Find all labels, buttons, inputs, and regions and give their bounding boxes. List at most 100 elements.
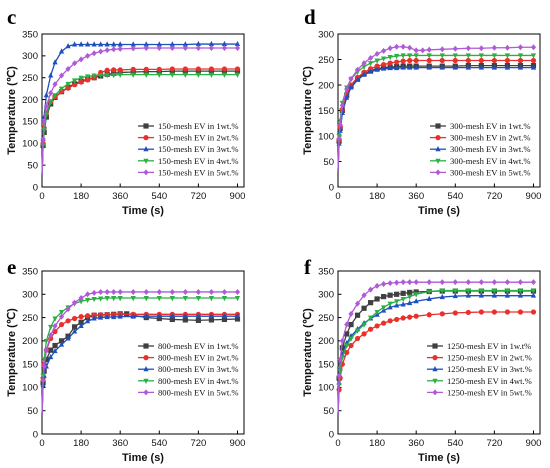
data-point xyxy=(504,309,511,315)
data-point xyxy=(130,45,136,52)
data-point xyxy=(234,72,241,78)
data-point xyxy=(182,317,188,323)
y-axis-label: Temperature (℃) xyxy=(302,308,314,397)
data-point xyxy=(52,59,58,65)
x-axis-label: Time (s) xyxy=(418,452,460,464)
data-point xyxy=(517,53,524,59)
data-point xyxy=(221,66,228,72)
legend-marker xyxy=(432,389,438,396)
data-point xyxy=(337,356,343,363)
chart-panel-f: f 0 50 100 150 200 250 300 350 0 180 360 540 720 900 Ti… xyxy=(302,255,541,464)
y-tick-label: 350 xyxy=(22,266,38,277)
data-point xyxy=(407,299,413,306)
chart-panel-e: e 0 50 100 150 200 250 300 350 0 180 360 540 720 900 Ti… xyxy=(6,255,245,464)
data-point xyxy=(413,289,419,295)
y-tick-label: 0 xyxy=(329,429,334,440)
y-tick-label: 100 xyxy=(318,383,334,394)
y-tick-label: 250 xyxy=(318,313,334,324)
y-tick-label: 50 xyxy=(323,157,334,168)
data-point xyxy=(504,288,511,294)
data-point xyxy=(348,310,354,317)
data-point xyxy=(85,318,91,324)
chart-panel-c: c 0 50 100 150 200 250 300 350 0 180 360 540 720 900 Ti… xyxy=(6,5,245,217)
data-point xyxy=(452,279,458,286)
data-point xyxy=(394,316,400,323)
data-point xyxy=(374,58,380,64)
data-point xyxy=(104,288,110,295)
legend-label: 1250-mesh EV in 5wt.% xyxy=(447,387,532,397)
data-point xyxy=(48,99,54,105)
data-point xyxy=(361,292,367,299)
data-point xyxy=(465,45,471,52)
data-point xyxy=(413,53,419,59)
data-point xyxy=(182,72,188,78)
data-point xyxy=(182,44,188,51)
plot-frame xyxy=(41,270,245,435)
data-point xyxy=(143,72,149,78)
series-5 xyxy=(40,44,241,177)
data-point xyxy=(439,64,445,70)
x-tick-label: 180 xyxy=(73,191,89,202)
legend-marker xyxy=(143,146,149,152)
data-point xyxy=(52,316,58,322)
data-point xyxy=(394,302,400,308)
data-point xyxy=(354,335,361,342)
data-point xyxy=(91,41,97,47)
data-point xyxy=(530,292,537,298)
data-point xyxy=(394,59,400,65)
data-point xyxy=(52,347,58,354)
data-point xyxy=(452,45,458,52)
y-tick-label: 150 xyxy=(318,359,334,370)
data-point xyxy=(104,41,110,47)
data-point xyxy=(234,288,241,295)
data-point xyxy=(182,41,188,47)
data-point xyxy=(208,66,215,72)
data-point xyxy=(530,279,537,286)
data-point xyxy=(361,322,367,328)
data-point xyxy=(413,57,419,64)
data-point xyxy=(439,293,445,300)
x-tick-label: 0 xyxy=(39,191,44,202)
legend-marker xyxy=(143,158,149,164)
data-point xyxy=(491,279,497,286)
data-point xyxy=(344,331,350,337)
data-point xyxy=(530,57,537,64)
series-5 xyxy=(40,288,241,416)
data-point xyxy=(65,335,71,341)
data-point xyxy=(504,57,511,64)
data-point xyxy=(400,58,406,64)
data-point xyxy=(78,79,84,85)
data-point xyxy=(78,322,84,328)
data-point xyxy=(413,47,419,54)
y-tick-label: 250 xyxy=(22,313,38,324)
data-point xyxy=(394,299,400,305)
data-point xyxy=(104,73,110,79)
data-point xyxy=(58,338,65,344)
data-point xyxy=(413,313,419,319)
data-point xyxy=(426,46,432,53)
data-point xyxy=(413,298,419,304)
data-point xyxy=(156,44,162,51)
data-point xyxy=(156,41,162,47)
data-point xyxy=(336,372,342,379)
legend-label: 800-mesh EV in 2wt.% xyxy=(158,353,239,363)
legend-label: 1250-mesh EV in 3wt.% xyxy=(447,364,532,374)
data-point xyxy=(117,313,123,319)
data-point xyxy=(65,81,71,88)
data-point xyxy=(407,294,413,300)
y-axis-label: Temperature (℃) xyxy=(302,66,314,155)
data-point xyxy=(71,78,78,84)
data-point xyxy=(413,64,419,70)
y-tick-label: 50 xyxy=(323,406,334,417)
legend-label: 1250-mesh EV in 2wt.% xyxy=(447,353,532,363)
data-point xyxy=(400,301,406,307)
data-point xyxy=(58,321,65,328)
legend-marker xyxy=(432,378,438,384)
data-point xyxy=(98,296,104,302)
y-tick-label: 200 xyxy=(318,80,334,91)
data-point xyxy=(195,44,201,51)
data-point xyxy=(517,57,524,64)
data-point xyxy=(517,64,524,70)
data-point xyxy=(504,64,511,70)
